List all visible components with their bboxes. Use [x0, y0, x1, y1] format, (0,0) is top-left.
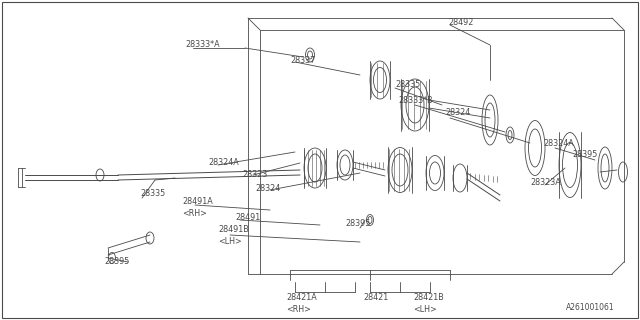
Text: 28333*A: 28333*A [185, 39, 220, 49]
Text: 28323: 28323 [242, 170, 268, 179]
Text: A261001061: A261001061 [566, 303, 615, 313]
Text: 28333*B: 28333*B [398, 95, 433, 105]
Text: <LH>: <LH> [218, 236, 242, 245]
Text: <RH>: <RH> [286, 305, 311, 314]
Text: 28324: 28324 [255, 183, 280, 193]
Text: 28491: 28491 [235, 213, 260, 222]
Text: 28337: 28337 [290, 55, 316, 65]
Text: 28395: 28395 [104, 258, 129, 267]
Text: <RH>: <RH> [182, 209, 207, 218]
Text: 28323A: 28323A [530, 178, 561, 187]
Text: 28421A: 28421A [286, 293, 317, 302]
Text: 28324: 28324 [445, 108, 470, 116]
Text: 28491B: 28491B [218, 226, 249, 235]
Text: 28492: 28492 [448, 18, 474, 27]
Text: <LH>: <LH> [413, 305, 436, 314]
Text: 28421B: 28421B [413, 293, 444, 302]
Text: 28395: 28395 [345, 220, 371, 228]
Text: 28395: 28395 [572, 149, 597, 158]
Text: 28491A: 28491A [182, 197, 212, 206]
Text: 28421: 28421 [363, 293, 388, 302]
Text: 28324A: 28324A [543, 139, 573, 148]
Text: 28324A: 28324A [208, 157, 239, 166]
Text: 28335: 28335 [140, 188, 165, 197]
Text: 28335: 28335 [395, 79, 420, 89]
